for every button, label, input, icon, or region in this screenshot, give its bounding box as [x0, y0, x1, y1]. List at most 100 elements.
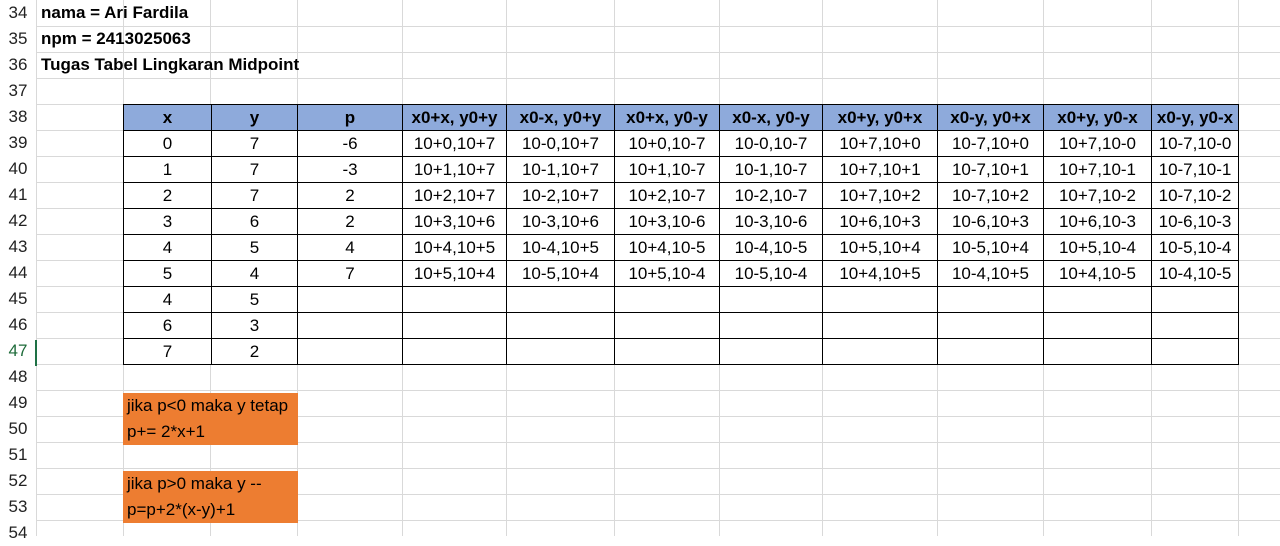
table-cell[interactable]: 7 — [211, 156, 298, 183]
table-cell[interactable]: 10+4,10+5 — [822, 260, 938, 287]
cell-name[interactable]: nama = Ari Fardila — [41, 3, 189, 22]
table-cell[interactable]: 5 — [123, 260, 212, 287]
table-cell[interactable]: 4 — [297, 234, 403, 261]
table-cell[interactable] — [1043, 312, 1152, 339]
table-cell[interactable]: 10+6,10-3 — [1043, 208, 1152, 235]
table-cell[interactable] — [402, 338, 507, 365]
table-cell[interactable] — [719, 338, 823, 365]
row-header[interactable]: 40 — [8, 159, 28, 178]
table-cell[interactable]: 10+2,10-7 — [614, 182, 720, 209]
table-cell[interactable]: 10+7,10+0 — [822, 130, 938, 157]
table-cell[interactable] — [822, 312, 938, 339]
table-cell[interactable]: 2 — [211, 338, 298, 365]
table-cell[interactable]: 10+4,10-5 — [1043, 260, 1152, 287]
table-cell[interactable] — [1151, 286, 1239, 313]
table-cell[interactable]: 10+5,10-4 — [1043, 234, 1152, 261]
row-header[interactable]: 49 — [8, 393, 28, 412]
table-cell[interactable]: 10+7,10+2 — [822, 182, 938, 209]
table-cell[interactable]: 10+5,10-4 — [614, 260, 720, 287]
table-cell[interactable]: 10+1,10+7 — [402, 156, 507, 183]
table-cell[interactable]: 10+4,10-5 — [614, 234, 720, 261]
table-cell[interactable]: 10-5,10-4 — [1151, 234, 1239, 261]
table-cell[interactable]: 10-3,10+6 — [506, 208, 615, 235]
table-cell[interactable] — [937, 312, 1044, 339]
table-cell[interactable] — [719, 312, 823, 339]
table-cell[interactable] — [937, 286, 1044, 313]
column-header[interactable]: x0-y, y0-x — [1151, 104, 1239, 131]
table-cell[interactable]: 10-3,10-6 — [719, 208, 823, 235]
table-cell[interactable]: 7 — [297, 260, 403, 287]
table-cell[interactable]: 10-0,10+7 — [506, 130, 615, 157]
note-p-positive[interactable]: jika p>0 maka y -- p=p+2*(x-y)+1 — [123, 471, 298, 523]
row-header[interactable]: 54 — [8, 523, 28, 542]
row-header[interactable]: 52 — [8, 471, 28, 490]
table-cell[interactable]: 10-7,10+1 — [937, 156, 1044, 183]
table-cell[interactable]: 10-4,10+5 — [506, 234, 615, 261]
table-cell[interactable]: 7 — [211, 182, 298, 209]
row-header[interactable]: 50 — [8, 419, 28, 438]
table-cell[interactable]: 6 — [211, 208, 298, 235]
table-cell[interactable] — [297, 312, 403, 339]
table-cell[interactable]: 10-7,10-1 — [1151, 156, 1239, 183]
table-cell[interactable]: 10-5,10-4 — [719, 260, 823, 287]
table-cell[interactable] — [402, 286, 507, 313]
table-cell[interactable] — [402, 312, 507, 339]
table-cell[interactable]: 2 — [297, 208, 403, 235]
table-cell[interactable]: 10-0,10-7 — [719, 130, 823, 157]
table-cell[interactable]: 10+3,10-6 — [614, 208, 720, 235]
table-cell[interactable]: 10-7,10-0 — [1151, 130, 1239, 157]
table-cell[interactable]: 3 — [123, 208, 212, 235]
row-header[interactable]: 53 — [8, 497, 28, 516]
table-cell[interactable] — [1043, 338, 1152, 365]
table-cell[interactable] — [614, 338, 720, 365]
table-cell[interactable]: 10-4,10-5 — [1151, 260, 1239, 287]
column-header[interactable]: x — [123, 104, 212, 131]
table-cell[interactable]: 10-4,10+5 — [937, 260, 1044, 287]
table-cell[interactable] — [614, 312, 720, 339]
row-header[interactable]: 43 — [8, 237, 28, 256]
row-header[interactable]: 48 — [8, 367, 28, 386]
table-cell[interactable] — [506, 338, 615, 365]
table-cell[interactable]: -3 — [297, 156, 403, 183]
row-header[interactable]: 39 — [8, 133, 28, 152]
column-header[interactable]: x0+y, y0+x — [822, 104, 938, 131]
table-cell[interactable]: 10+7,10+1 — [822, 156, 938, 183]
row-header[interactable]: 35 — [8, 29, 28, 48]
table-cell[interactable]: 10-7,10-2 — [1151, 182, 1239, 209]
row-header[interactable]: 46 — [8, 315, 28, 334]
table-cell[interactable] — [297, 286, 403, 313]
table-cell[interactable]: 2 — [123, 182, 212, 209]
row-header[interactable]: 34 — [8, 3, 28, 22]
column-header[interactable]: x0+x, y0-y — [614, 104, 720, 131]
row-header[interactable]: 44 — [8, 263, 28, 282]
table-cell[interactable]: 10+6,10+3 — [822, 208, 938, 235]
row-header[interactable]: 45 — [8, 289, 28, 308]
table-cell[interactable]: 2 — [297, 182, 403, 209]
table-cell[interactable]: 1 — [123, 156, 212, 183]
table-cell[interactable]: 10+4,10+5 — [402, 234, 507, 261]
table-cell[interactable]: 10-6,10+3 — [937, 208, 1044, 235]
table-cell[interactable]: 7 — [123, 338, 212, 365]
table-cell[interactable]: 5 — [211, 234, 298, 261]
row-header[interactable]: 38 — [8, 107, 28, 126]
table-cell[interactable] — [937, 338, 1044, 365]
table-cell[interactable] — [1043, 286, 1152, 313]
column-header[interactable]: y — [211, 104, 298, 131]
row-header[interactable]: 47 — [8, 341, 28, 360]
column-header[interactable]: p — [297, 104, 403, 131]
table-cell[interactable] — [614, 286, 720, 313]
table-cell[interactable]: 10+7,10-1 — [1043, 156, 1152, 183]
row-header[interactable]: 51 — [8, 445, 28, 464]
table-cell[interactable]: 10-2,10+7 — [506, 182, 615, 209]
note-p-negative[interactable]: jika p<0 maka y tetap p+= 2*x+1 — [123, 393, 298, 445]
row-header[interactable]: 41 — [8, 185, 28, 204]
table-cell[interactable] — [822, 338, 938, 365]
column-header[interactable]: x0+x, y0+y — [402, 104, 507, 131]
table-cell[interactable] — [297, 338, 403, 365]
table-cell[interactable]: 10-5,10+4 — [937, 234, 1044, 261]
table-cell[interactable]: 10-4,10-5 — [719, 234, 823, 261]
column-header[interactable]: x0-x, y0+y — [506, 104, 615, 131]
table-cell[interactable]: 10-1,10+7 — [506, 156, 615, 183]
table-cell[interactable]: 4 — [123, 286, 212, 313]
table-cell[interactable]: 7 — [211, 130, 298, 157]
